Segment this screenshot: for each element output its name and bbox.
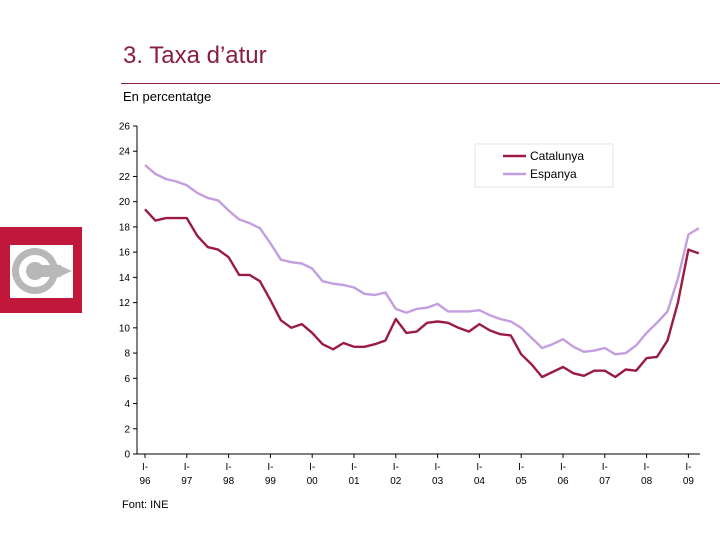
legend-box	[474, 143, 614, 188]
x-tick-label: 99	[265, 476, 277, 487]
legend-label: Catalunya	[530, 149, 584, 163]
series-line-catalunya	[144, 208, 700, 379]
y-tick-label: 18	[119, 222, 131, 233]
x-tick-label: I-	[685, 462, 691, 473]
c-arrow-logo-icon	[0, 219, 82, 313]
y-tick-label: 14	[119, 273, 131, 284]
x-tick-label: I-	[226, 462, 232, 473]
x-tick-label: 03	[432, 476, 444, 487]
x-tick-label: I-	[518, 462, 524, 473]
title-divider	[121, 83, 720, 84]
x-tick-label: 05	[516, 476, 528, 487]
x-tick-label: I-	[393, 462, 399, 473]
y-tick-label: 2	[124, 424, 130, 435]
x-tick-label: I-	[602, 462, 608, 473]
x-tick-label: I-	[309, 462, 315, 473]
y-tick-label: 6	[124, 374, 130, 385]
y-tick-label: 12	[119, 298, 131, 309]
x-tick-label: I-	[142, 462, 148, 473]
x-tick-label: I-	[560, 462, 566, 473]
x-tick-label: 02	[390, 476, 402, 487]
y-tick-label: 4	[124, 399, 130, 410]
y-tick-label: 0	[124, 450, 130, 461]
legend-label: Espanya	[530, 167, 577, 181]
x-tick-label: I-	[435, 462, 441, 473]
x-tick-label: I-	[267, 462, 273, 473]
x-tick-label: 96	[139, 476, 151, 487]
y-tick-label: 20	[119, 197, 131, 208]
x-tick-label: I-	[351, 462, 357, 473]
page-title: 3. Taxa d’atur	[123, 42, 267, 69]
chart-subtitle: En percentatge	[123, 89, 212, 104]
x-tick-label: 97	[181, 476, 193, 487]
y-tick-label: 26	[119, 122, 131, 133]
series-line-espanya	[144, 164, 700, 356]
y-tick-label: 8	[124, 349, 130, 360]
x-tick-label: I-	[476, 462, 482, 473]
x-tick-label: 01	[348, 476, 360, 487]
y-tick-label: 24	[119, 147, 131, 158]
y-tick-label: 16	[119, 248, 131, 259]
x-tick-label: 00	[307, 476, 319, 487]
x-tick-label: 04	[474, 476, 486, 487]
x-tick-label: 06	[557, 476, 569, 487]
x-tick-label: 08	[641, 476, 653, 487]
x-tick-label: I-	[184, 462, 190, 473]
x-tick-label: 07	[599, 476, 611, 487]
x-tick-label: I-	[644, 462, 650, 473]
source-note: Font: INE	[122, 499, 169, 511]
x-tick-label: 09	[683, 476, 695, 487]
x-tick-label: 98	[223, 476, 235, 487]
y-tick-label: 10	[119, 323, 131, 334]
y-tick-label: 22	[119, 172, 131, 183]
